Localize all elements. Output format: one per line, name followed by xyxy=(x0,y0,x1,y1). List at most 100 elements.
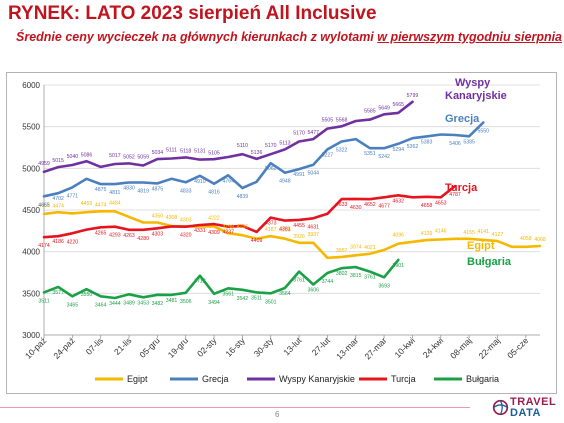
data-label: 3606 xyxy=(307,288,319,294)
data-label: 3501 xyxy=(265,299,277,305)
page-number: 6 xyxy=(275,410,280,419)
data-label: 3974 xyxy=(350,244,362,250)
data-label: 5665 xyxy=(393,102,405,108)
legend-label-bułgaria: Bułgaria xyxy=(466,374,499,384)
data-label: 5649 xyxy=(378,105,390,111)
data-label: 3511 xyxy=(38,298,49,304)
legend-label-turcja: Turcja xyxy=(391,374,416,384)
data-label: 3444 xyxy=(109,301,121,307)
x-tick-label-8: 30-sty xyxy=(252,335,276,359)
data-label: 4155 xyxy=(463,230,475,236)
x-tick-label-17: 05-cze xyxy=(505,335,530,360)
data-label: 4948 xyxy=(279,179,291,185)
data-label: 5136 xyxy=(251,150,263,156)
data-label: 5294 xyxy=(393,147,405,153)
data-label: 3465 xyxy=(67,302,79,308)
data-label: 4106 xyxy=(279,228,291,234)
data-label: 3506 xyxy=(180,299,192,305)
data-label: 5505 xyxy=(322,118,334,124)
data-label: 4653 xyxy=(435,200,447,206)
chart-frame: 3000 3500 4000 4500 5000 5500 6000 10-paź 24-paź… xyxy=(6,72,557,394)
data-label: 4381 xyxy=(279,227,291,233)
data-label: 5227 xyxy=(322,152,334,158)
slide-subtitle: Średnie ceny wycieczek na głównych kieru… xyxy=(16,30,562,44)
data-label: 4220 xyxy=(67,239,79,245)
x-tick-label-5: 19-gru xyxy=(166,335,191,360)
data-label: 4127 xyxy=(492,232,504,238)
x-tick-label-12: 27-mar xyxy=(362,335,388,361)
data-label: 4455 xyxy=(293,223,305,229)
data-label: 4303 xyxy=(152,231,164,237)
data-label: 4237 xyxy=(222,230,234,236)
data-label: 4771 xyxy=(67,193,79,199)
data-label: 3802 xyxy=(336,271,348,277)
series-line-turcja xyxy=(42,184,457,239)
x-tick-label-14: 24-kwi xyxy=(421,335,446,360)
logo-text-data: DATA xyxy=(510,407,541,419)
data-label: 4021 xyxy=(364,245,376,251)
data-label: 4910 xyxy=(194,179,206,185)
x-tick-label-15: 08-maj xyxy=(448,335,474,361)
data-label: 4141 xyxy=(478,229,490,235)
data-label: 3482 xyxy=(152,301,164,307)
data-label: 5040 xyxy=(67,154,79,160)
data-label: 3744 xyxy=(322,279,334,285)
data-label: 5170 xyxy=(293,131,305,137)
y-tick-label-3500: 3500 xyxy=(22,289,40,298)
data-label: 4222 xyxy=(208,215,220,221)
data-label: 4631 xyxy=(307,224,319,230)
data-label: 5017 xyxy=(109,153,121,159)
x-tick-label-3: 21-lis xyxy=(112,335,133,356)
x-tick-label-9: 13-lut xyxy=(281,335,304,358)
x-tick-label-6: 02-sty xyxy=(195,335,219,359)
data-label: 4632 xyxy=(393,198,405,204)
data-label: 4630 xyxy=(350,205,362,211)
data-label: 4665 xyxy=(38,202,50,208)
data-label: 4474 xyxy=(95,202,107,208)
y-tick-label-6000: 6000 xyxy=(22,81,40,90)
data-label: 4058 xyxy=(520,236,532,242)
x-tick-label-4: 05-gru xyxy=(137,335,162,360)
data-label: 3901 xyxy=(393,263,405,269)
data-label: 4484 xyxy=(109,200,121,206)
data-label: 5406 xyxy=(449,141,461,147)
series-label-kanaryjskie-line1: Wyspy xyxy=(455,77,491,89)
data-label: 4331 xyxy=(194,228,206,234)
data-label: 3693 xyxy=(378,283,390,289)
data-label: 4833 xyxy=(180,188,192,194)
data-label: 5118 xyxy=(180,149,191,155)
data-label: 4453 xyxy=(38,203,50,209)
data-label: 4309 xyxy=(208,230,220,236)
data-label: 4139 xyxy=(421,231,433,237)
globe-icon xyxy=(492,399,509,416)
data-label: 3489 xyxy=(123,300,135,306)
data-label: 5322 xyxy=(336,148,348,154)
data-label: 5362 xyxy=(407,144,419,150)
data-label: 5385 xyxy=(463,139,475,145)
slide-title: RYNEK: LATO 2023 sierpień All Inclusive xyxy=(8,3,377,24)
data-label: 4991 xyxy=(293,172,305,178)
x-tick-label-1: 24-paź xyxy=(51,335,76,360)
series-label-egipt: Egipt xyxy=(467,240,495,252)
data-label: 4308 xyxy=(166,215,178,221)
x-tick-label-10: 27-lut xyxy=(310,335,333,358)
subtitle-underlined: w pierwszym tygodniu sierpnia xyxy=(377,30,563,44)
data-label: 4811 xyxy=(109,190,120,196)
data-label: 4839 xyxy=(237,194,249,200)
legend-label-grecja: Grecja xyxy=(202,374,229,384)
data-label: 4096 xyxy=(393,233,405,239)
data-label: 3815 xyxy=(350,273,362,279)
data-label: 4293 xyxy=(109,233,121,239)
data-label: 3957 xyxy=(336,248,348,254)
data-label: 4959 xyxy=(38,161,50,167)
y-tick-label-4000: 4000 xyxy=(22,248,40,257)
data-label: 5044 xyxy=(307,171,319,177)
data-label: 4875 xyxy=(95,187,107,193)
data-label: 4819 xyxy=(137,189,149,195)
series-label-grecja: Grecja xyxy=(445,113,480,125)
data-label: 4174 xyxy=(38,243,50,249)
data-label: 5111 xyxy=(166,148,177,154)
data-label: 4816 xyxy=(208,190,220,196)
x-tick-label-11: 13-mar xyxy=(334,335,360,361)
data-label: 3550 xyxy=(81,292,93,298)
